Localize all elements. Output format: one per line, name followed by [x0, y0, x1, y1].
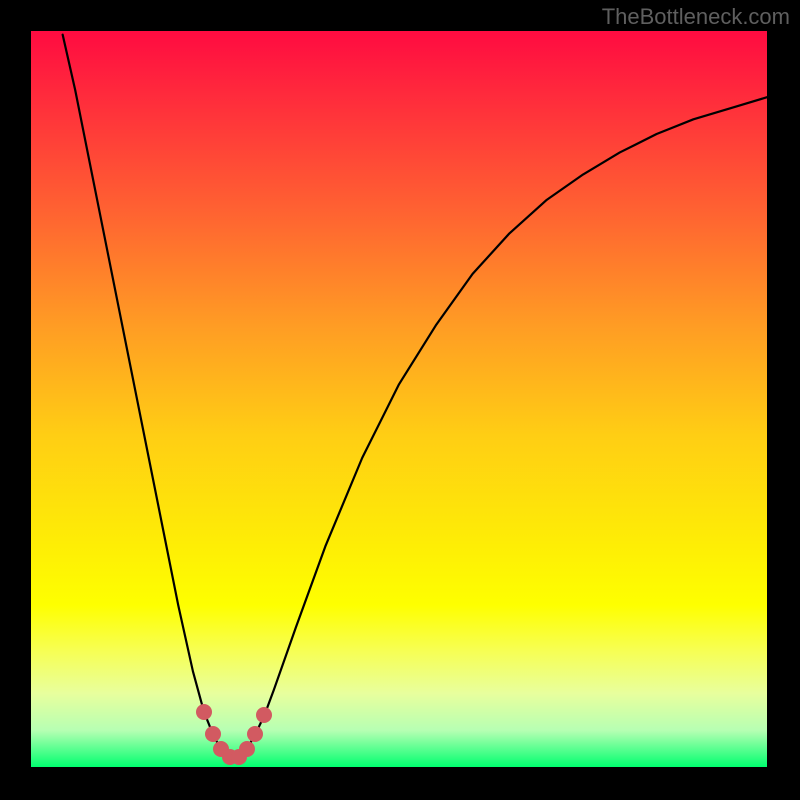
- marker-layer: [31, 31, 767, 767]
- trough-marker: [256, 707, 272, 723]
- trough-marker: [247, 726, 263, 742]
- trough-marker: [205, 726, 221, 742]
- trough-marker: [239, 741, 255, 757]
- plot-area: [31, 31, 767, 767]
- attribution-text: TheBottleneck.com: [602, 4, 790, 30]
- trough-marker: [196, 704, 212, 720]
